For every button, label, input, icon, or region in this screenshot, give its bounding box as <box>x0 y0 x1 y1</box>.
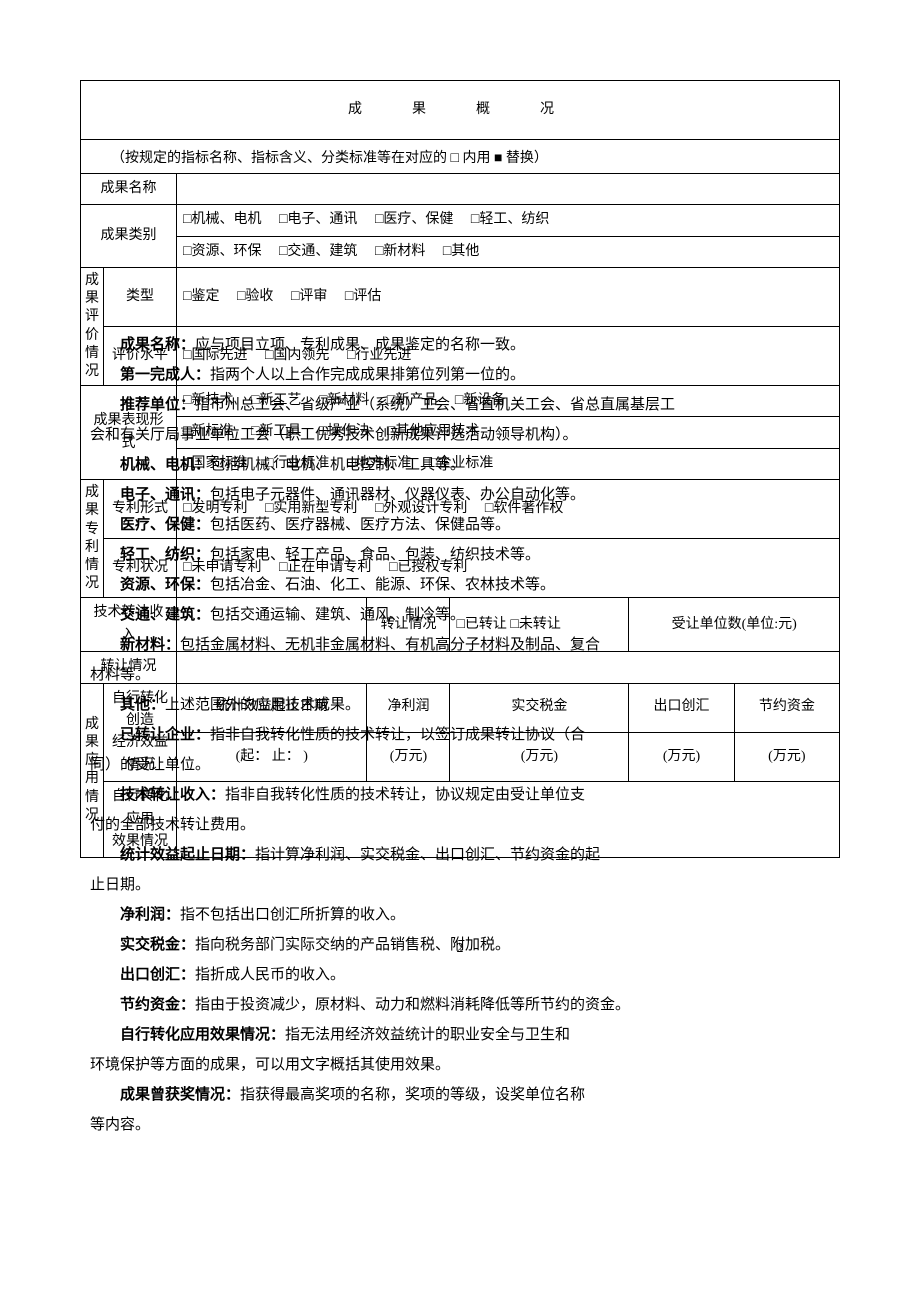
ts-1: □未转让 <box>510 617 560 632</box>
transfer-income-value <box>177 598 367 652</box>
form-row3: □国家标准 □行业标准 □地方标准 □企业标准 <box>177 448 840 479</box>
app-section: 成果应用情况 <box>81 683 104 858</box>
app-u0: (起： 止： ) <box>177 732 367 781</box>
app-h4: 节约资金 <box>734 683 839 732</box>
app-u3: (万元) <box>629 732 734 781</box>
cat-opt-7: □其他 <box>443 244 479 259</box>
f-8: □其他应用技术 <box>387 424 479 439</box>
transfer-status-l2: 转让情况 <box>81 652 177 683</box>
app-row1-label: 自行转化创造 经济效益情况 <box>104 683 177 782</box>
patent-status-opts: □未申请专利 □正在申请专利 □已授权专利 <box>177 539 840 598</box>
f-6: □新工具 <box>251 424 301 439</box>
transfer-status-label: 转让情况 <box>367 598 450 652</box>
form-row2: □新标准 □新工具 □操作法 □其他应用技术 <box>177 417 840 448</box>
app-row1-text: 自行转化创造 经济效益情况 <box>112 691 168 773</box>
eval-type-label: 类型 <box>104 267 177 326</box>
s-0: □国家标准 <box>183 456 247 471</box>
s-2: □地方标准 <box>347 456 411 471</box>
f-7: □操作法 <box>319 424 369 439</box>
eval-level-label: 评价水平 <box>104 327 177 386</box>
el-0: □国际先进 <box>183 348 247 363</box>
instruction-row: （按规定的指标名称、指标含义、分类标准等在对应的 □ 内用 ■ 替换） <box>81 140 840 173</box>
app-row2-label: 自行转化应用 效果情况 <box>104 782 177 858</box>
s-3: □企业标准 <box>429 456 493 471</box>
patent-form-label: 专利形式 <box>104 480 177 539</box>
et-3: □评估 <box>345 289 381 304</box>
category-row1: □机械、电机 □电子、通讯 □医疗、保健 □轻工、纺织 <box>177 205 840 236</box>
app-u1: (万元) <box>367 732 450 781</box>
app-h0: 统计效益起止日期 <box>177 683 367 732</box>
page-number: 2 <box>80 938 840 960</box>
app-u4: (万元) <box>734 732 839 781</box>
et-0: □鉴定 <box>183 289 219 304</box>
transfer-income-label: 技术转让收入 <box>81 598 177 652</box>
cat-opt-1: □电子、通讯 <box>279 212 357 227</box>
name-label: 成果名称 <box>81 173 177 204</box>
f-2: □新材料 <box>319 393 369 408</box>
et-1: □验收 <box>237 289 273 304</box>
f-0: □新技术 <box>183 393 233 408</box>
app-h1: 净利润 <box>367 683 450 732</box>
app-h3: 出口创汇 <box>629 683 734 732</box>
f-5: □新标准 <box>183 424 233 439</box>
cat-opt-3: □轻工、纺织 <box>471 212 549 227</box>
eval-level-opts: □国际先进 □国内领先 □行业先进 <box>177 327 840 386</box>
name-value <box>177 173 840 204</box>
ps-0: □未申请专利 <box>183 560 261 575</box>
patent-status-label: 专利状况 <box>104 539 177 598</box>
eval-section: 成果评价情况 <box>81 267 104 385</box>
transfer-status-value <box>177 652 840 683</box>
ps-1: □正在申请专利 <box>279 560 371 575</box>
app-u2: (万元) <box>450 732 629 781</box>
form-table: 成 果 概 况 （按规定的指标名称、指标含义、分类标准等在对应的 □ 内用 ■ … <box>80 80 840 858</box>
ts-0: □已转让 <box>456 617 506 632</box>
el-2: □行业先进 <box>347 348 411 363</box>
patent-form-opts: □发明专利 □实用新型专利 □外观设计专利 □软件著作权 <box>177 480 840 539</box>
table-title: 成 果 概 况 <box>81 81 840 140</box>
pf-0: □发明专利 <box>183 501 247 516</box>
eval-type-opts: □鉴定 □验收 □评审 □评估 <box>177 267 840 326</box>
f-4: □新设备 <box>455 393 505 408</box>
pf-1: □实用新型专利 <box>265 501 357 516</box>
cat-opt-6: □新材料 <box>375 244 425 259</box>
pf-3: □软件著作权 <box>485 501 563 516</box>
instruction-text: （按规定的指标名称、指标含义、分类标准等在对应的 □ 内用 ■ 替换） <box>111 151 548 166</box>
pf-2: □外观设计专利 <box>375 501 467 516</box>
ps-2: □已授权专利 <box>389 560 467 575</box>
cat-opt-4: □资源、环保 <box>183 244 261 259</box>
form-section: 成果表现形式 <box>81 386 177 480</box>
patent-section: 成果专利情况 <box>81 480 104 598</box>
app-row2-value <box>177 782 840 858</box>
transfer-unit-label: 受让单位数(单位:元) <box>629 598 840 652</box>
app-row2-text: 自行转化应用 效果情况 <box>112 789 168 849</box>
cat-opt-0: □机械、电机 <box>183 212 261 227</box>
category-label: 成果类别 <box>81 205 177 268</box>
form-row1: □新技术 □新工艺 □新材料 □新产品 □新设备 <box>177 386 840 417</box>
cat-opt-2: □医疗、保健 <box>375 212 453 227</box>
app-h2: 实交税金 <box>450 683 629 732</box>
cat-opt-5: □交通、建筑 <box>279 244 357 259</box>
category-row2: □资源、环保 □交通、建筑 □新材料 □其他 <box>177 236 840 267</box>
el-1: □国内领先 <box>265 348 329 363</box>
s-1: □行业标准 <box>265 456 329 471</box>
et-2: □评审 <box>291 289 327 304</box>
f-1: □新工艺 <box>251 393 301 408</box>
transfer-status-opts: □已转让 □未转让 <box>450 598 629 652</box>
f-3: □新产品 <box>387 393 437 408</box>
